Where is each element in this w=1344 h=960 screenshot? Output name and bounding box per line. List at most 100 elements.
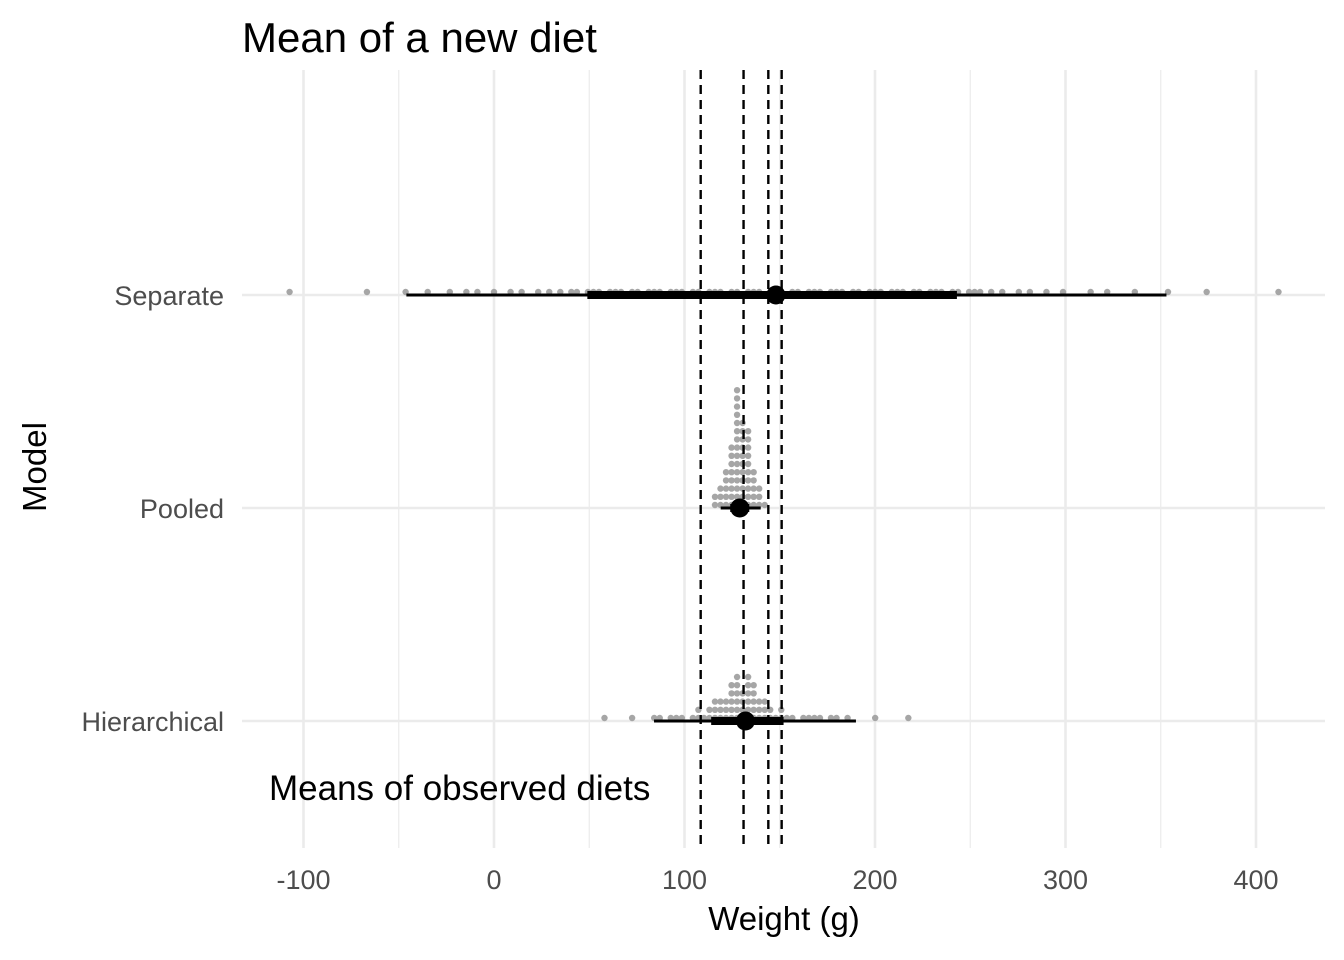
sample-dot [733, 698, 741, 705]
sample-dot [744, 682, 752, 689]
sample-dot [733, 387, 741, 394]
sample-dot [733, 419, 741, 427]
sample-dot [744, 673, 752, 681]
y-tick-label: Separate [114, 281, 224, 311]
sample-dot [711, 501, 719, 509]
sample-dot [717, 485, 724, 492]
sample-dot [722, 706, 730, 713]
sample-dot [744, 452, 752, 459]
point-estimate [766, 285, 786, 305]
sample-dot [755, 706, 763, 713]
sample-dot [744, 706, 752, 713]
sample-dot [722, 469, 730, 476]
x-tick-label: 400 [1233, 865, 1278, 895]
sample-dot [722, 485, 730, 492]
sample-dot [728, 460, 735, 468]
sample-dot [722, 477, 730, 484]
sample-dot [733, 673, 741, 681]
sample-dot [733, 452, 741, 459]
sample-dot [728, 485, 735, 492]
intervals [406, 285, 1167, 731]
sample-dot [744, 690, 752, 697]
sample-dot [733, 690, 741, 697]
x-tick-label: 200 [852, 865, 897, 895]
sample-dot [728, 706, 735, 713]
sample-dot [744, 444, 752, 451]
sample-dot [750, 477, 757, 484]
sample-dot [755, 485, 763, 492]
sample-dot [750, 493, 757, 500]
sample-dot [739, 469, 746, 476]
sample-dot [722, 493, 730, 500]
sample-dot [744, 493, 752, 500]
y-tick-label: Hierarchical [81, 707, 224, 737]
sample-dot [733, 411, 741, 418]
sample-dot [1275, 288, 1282, 296]
sample-dot [761, 698, 768, 705]
sample-dot [905, 714, 912, 722]
x-axis-title: Weight (g) [708, 900, 860, 937]
sample-dot [728, 493, 735, 500]
sample-dot [711, 706, 719, 713]
reference-lines-label: Means of observed diets [269, 769, 650, 808]
y-axis-title: Model [16, 422, 53, 512]
sample-dot [601, 714, 608, 722]
sample-dot [733, 706, 741, 713]
y-tick-label: Pooled [140, 494, 224, 524]
sample-dot [711, 493, 719, 500]
sample-dot [717, 706, 724, 713]
sample-dot [728, 444, 735, 451]
sample-dot [744, 436, 752, 443]
grid [242, 70, 1325, 848]
sample-dot [744, 428, 752, 435]
reference-lines [699, 70, 783, 848]
sample-dot [733, 444, 741, 451]
sample-dot [761, 706, 768, 713]
x-tick-label: 100 [662, 865, 707, 895]
sample-dot [717, 698, 724, 705]
sample-dot [733, 436, 741, 443]
sample-dot [750, 690, 757, 697]
sample-dot [750, 682, 757, 689]
sample-dot [733, 395, 741, 402]
sample-dot [363, 288, 371, 296]
sample-dot [733, 485, 741, 492]
sample-dot [744, 460, 752, 468]
sample-dot [728, 469, 735, 476]
sample-dot [728, 477, 735, 484]
sample-dot [750, 706, 757, 713]
x-axis-ticks: -100 0 100 200 300 400 [276, 865, 1278, 895]
sample-dot [733, 403, 741, 410]
sample-dot [744, 469, 752, 476]
sample-dot [744, 477, 752, 484]
sample-dot [728, 698, 735, 705]
sample-dot [739, 452, 746, 459]
chart-title: Mean of a new diet [242, 14, 597, 61]
sample-dot [755, 698, 763, 705]
sample-dot [717, 493, 724, 500]
sample-dot [871, 714, 879, 722]
point-estimate [730, 498, 750, 518]
sample-dot [744, 698, 752, 705]
sample-dot [733, 428, 741, 435]
sample-dot [733, 682, 741, 689]
sample-dot [711, 698, 719, 705]
sample-dot [733, 477, 741, 484]
sample-dot [761, 501, 768, 509]
sample-dot [728, 690, 735, 697]
point-estimate [735, 711, 755, 731]
sample-dot [733, 469, 741, 476]
x-tick-label: 0 [486, 865, 501, 895]
sample-dot [733, 460, 741, 468]
sample-dot [628, 714, 636, 722]
sample-dot [286, 288, 293, 296]
sample-dot [722, 698, 730, 705]
y-axis-ticks: Separate Pooled Hierarchical [81, 281, 224, 737]
sample-dot [706, 706, 713, 713]
sample-dot [778, 706, 785, 713]
sample-dot [755, 493, 763, 500]
sample-dot [750, 485, 757, 492]
sample-dot [733, 493, 741, 500]
sample-dot [750, 469, 757, 476]
